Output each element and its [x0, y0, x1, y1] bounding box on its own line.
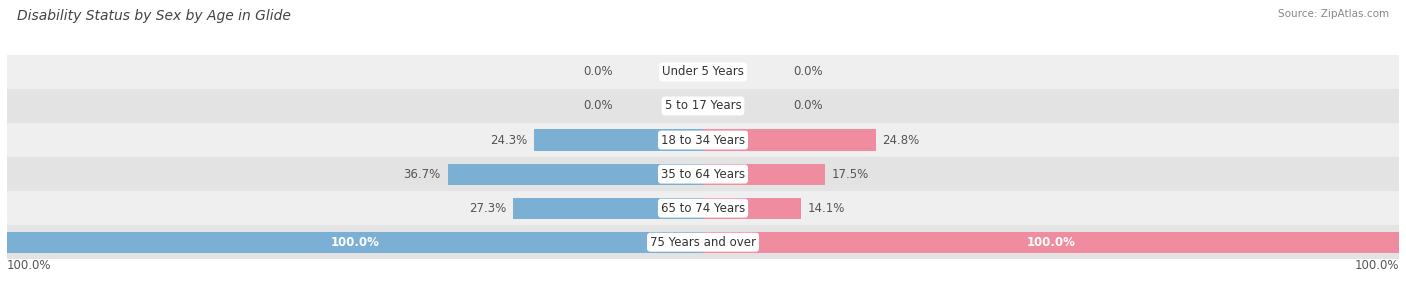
Legend: Male, Female: Male, Female [633, 302, 773, 305]
Text: 17.5%: 17.5% [832, 168, 869, 181]
Text: 14.1%: 14.1% [808, 202, 845, 215]
Text: 75 Years and over: 75 Years and over [650, 236, 756, 249]
Bar [447, 163, 703, 185]
Bar [703, 130, 876, 151]
Text: 100.0%: 100.0% [7, 259, 52, 272]
Text: 100.0%: 100.0% [1354, 259, 1399, 272]
Text: 100.0%: 100.0% [330, 236, 380, 249]
Bar [7, 123, 1399, 157]
Bar [7, 55, 1399, 89]
Text: 100.0%: 100.0% [1026, 236, 1076, 249]
Bar [7, 225, 1399, 259]
Text: 0.0%: 0.0% [583, 66, 613, 78]
Text: 65 to 74 Years: 65 to 74 Years [661, 202, 745, 215]
Text: 35 to 64 Years: 35 to 64 Years [661, 168, 745, 181]
Bar [7, 157, 1399, 191]
Text: 0.0%: 0.0% [793, 66, 823, 78]
Text: Under 5 Years: Under 5 Years [662, 66, 744, 78]
Text: 18 to 34 Years: 18 to 34 Years [661, 134, 745, 146]
Text: 24.3%: 24.3% [489, 134, 527, 146]
Text: Disability Status by Sex by Age in Glide: Disability Status by Sex by Age in Glide [17, 9, 291, 23]
Bar [7, 232, 703, 253]
Bar [703, 163, 825, 185]
Bar [703, 198, 801, 219]
Bar [513, 198, 703, 219]
Text: 36.7%: 36.7% [404, 168, 440, 181]
Text: 0.0%: 0.0% [583, 99, 613, 113]
Text: 24.8%: 24.8% [883, 134, 920, 146]
Bar [7, 191, 1399, 225]
Text: 27.3%: 27.3% [468, 202, 506, 215]
Text: 5 to 17 Years: 5 to 17 Years [665, 99, 741, 113]
Bar [7, 89, 1399, 123]
Bar [703, 232, 1399, 253]
Text: Source: ZipAtlas.com: Source: ZipAtlas.com [1278, 9, 1389, 19]
Text: 0.0%: 0.0% [793, 99, 823, 113]
Bar [534, 130, 703, 151]
